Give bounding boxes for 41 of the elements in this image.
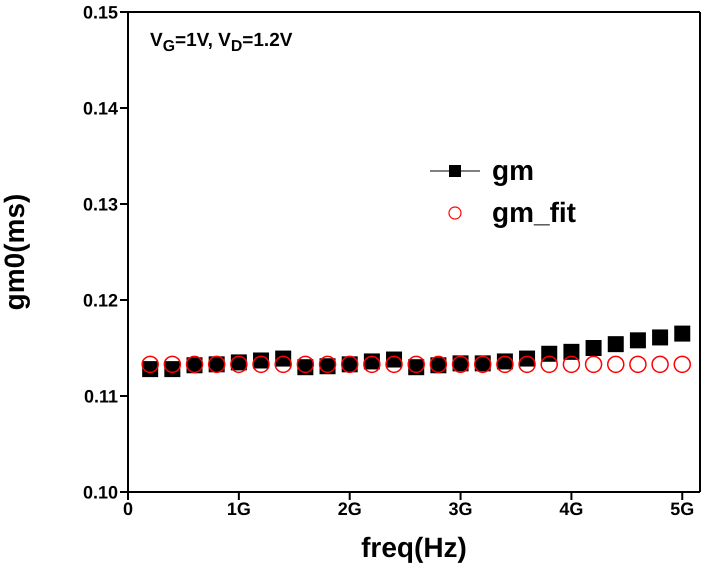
point <box>141 356 159 374</box>
y-tick-label: 0.13 <box>82 194 118 214</box>
y-tick-label: 0.15 <box>82 2 118 22</box>
point <box>651 356 669 374</box>
point <box>230 356 248 374</box>
x-tick-label: 4G <box>559 498 584 519</box>
point <box>363 356 381 374</box>
point <box>296 356 314 374</box>
point <box>407 356 425 374</box>
y-tick-label: 0.10 <box>82 482 118 502</box>
x-tick-label: 2G <box>338 498 362 519</box>
y-tick-label: 0.14 <box>82 98 118 118</box>
point <box>674 356 692 374</box>
y-axis-title: gm0(ms) <box>0 194 30 310</box>
point <box>608 336 624 352</box>
point <box>252 356 270 374</box>
point <box>562 356 580 374</box>
x-tick-label: 5G <box>670 498 694 519</box>
legend-label: gm_fit <box>492 197 576 229</box>
point <box>274 356 292 374</box>
annotation: V$_{G}$=1V, V$_{D}$=1.2V <box>150 30 292 56</box>
x-axis-title: freq(Hz) <box>361 532 467 563</box>
y-tick-label: 0.12 <box>82 290 118 310</box>
point <box>674 326 690 342</box>
point <box>629 356 647 374</box>
point <box>563 344 580 360</box>
point <box>586 340 602 356</box>
point <box>540 356 558 374</box>
point <box>630 332 646 348</box>
x-tick-label: 1G <box>226 498 251 519</box>
point <box>385 356 403 374</box>
x-tick-label: 0 <box>122 498 134 519</box>
point <box>652 329 668 346</box>
point <box>164 356 182 374</box>
y-tick-label: 0.11 <box>84 386 118 406</box>
point <box>584 356 602 374</box>
point <box>496 356 514 374</box>
x-tick-label: 3G <box>448 498 473 519</box>
point <box>518 356 536 374</box>
legend-label: gm <box>492 155 534 187</box>
point <box>607 356 624 374</box>
